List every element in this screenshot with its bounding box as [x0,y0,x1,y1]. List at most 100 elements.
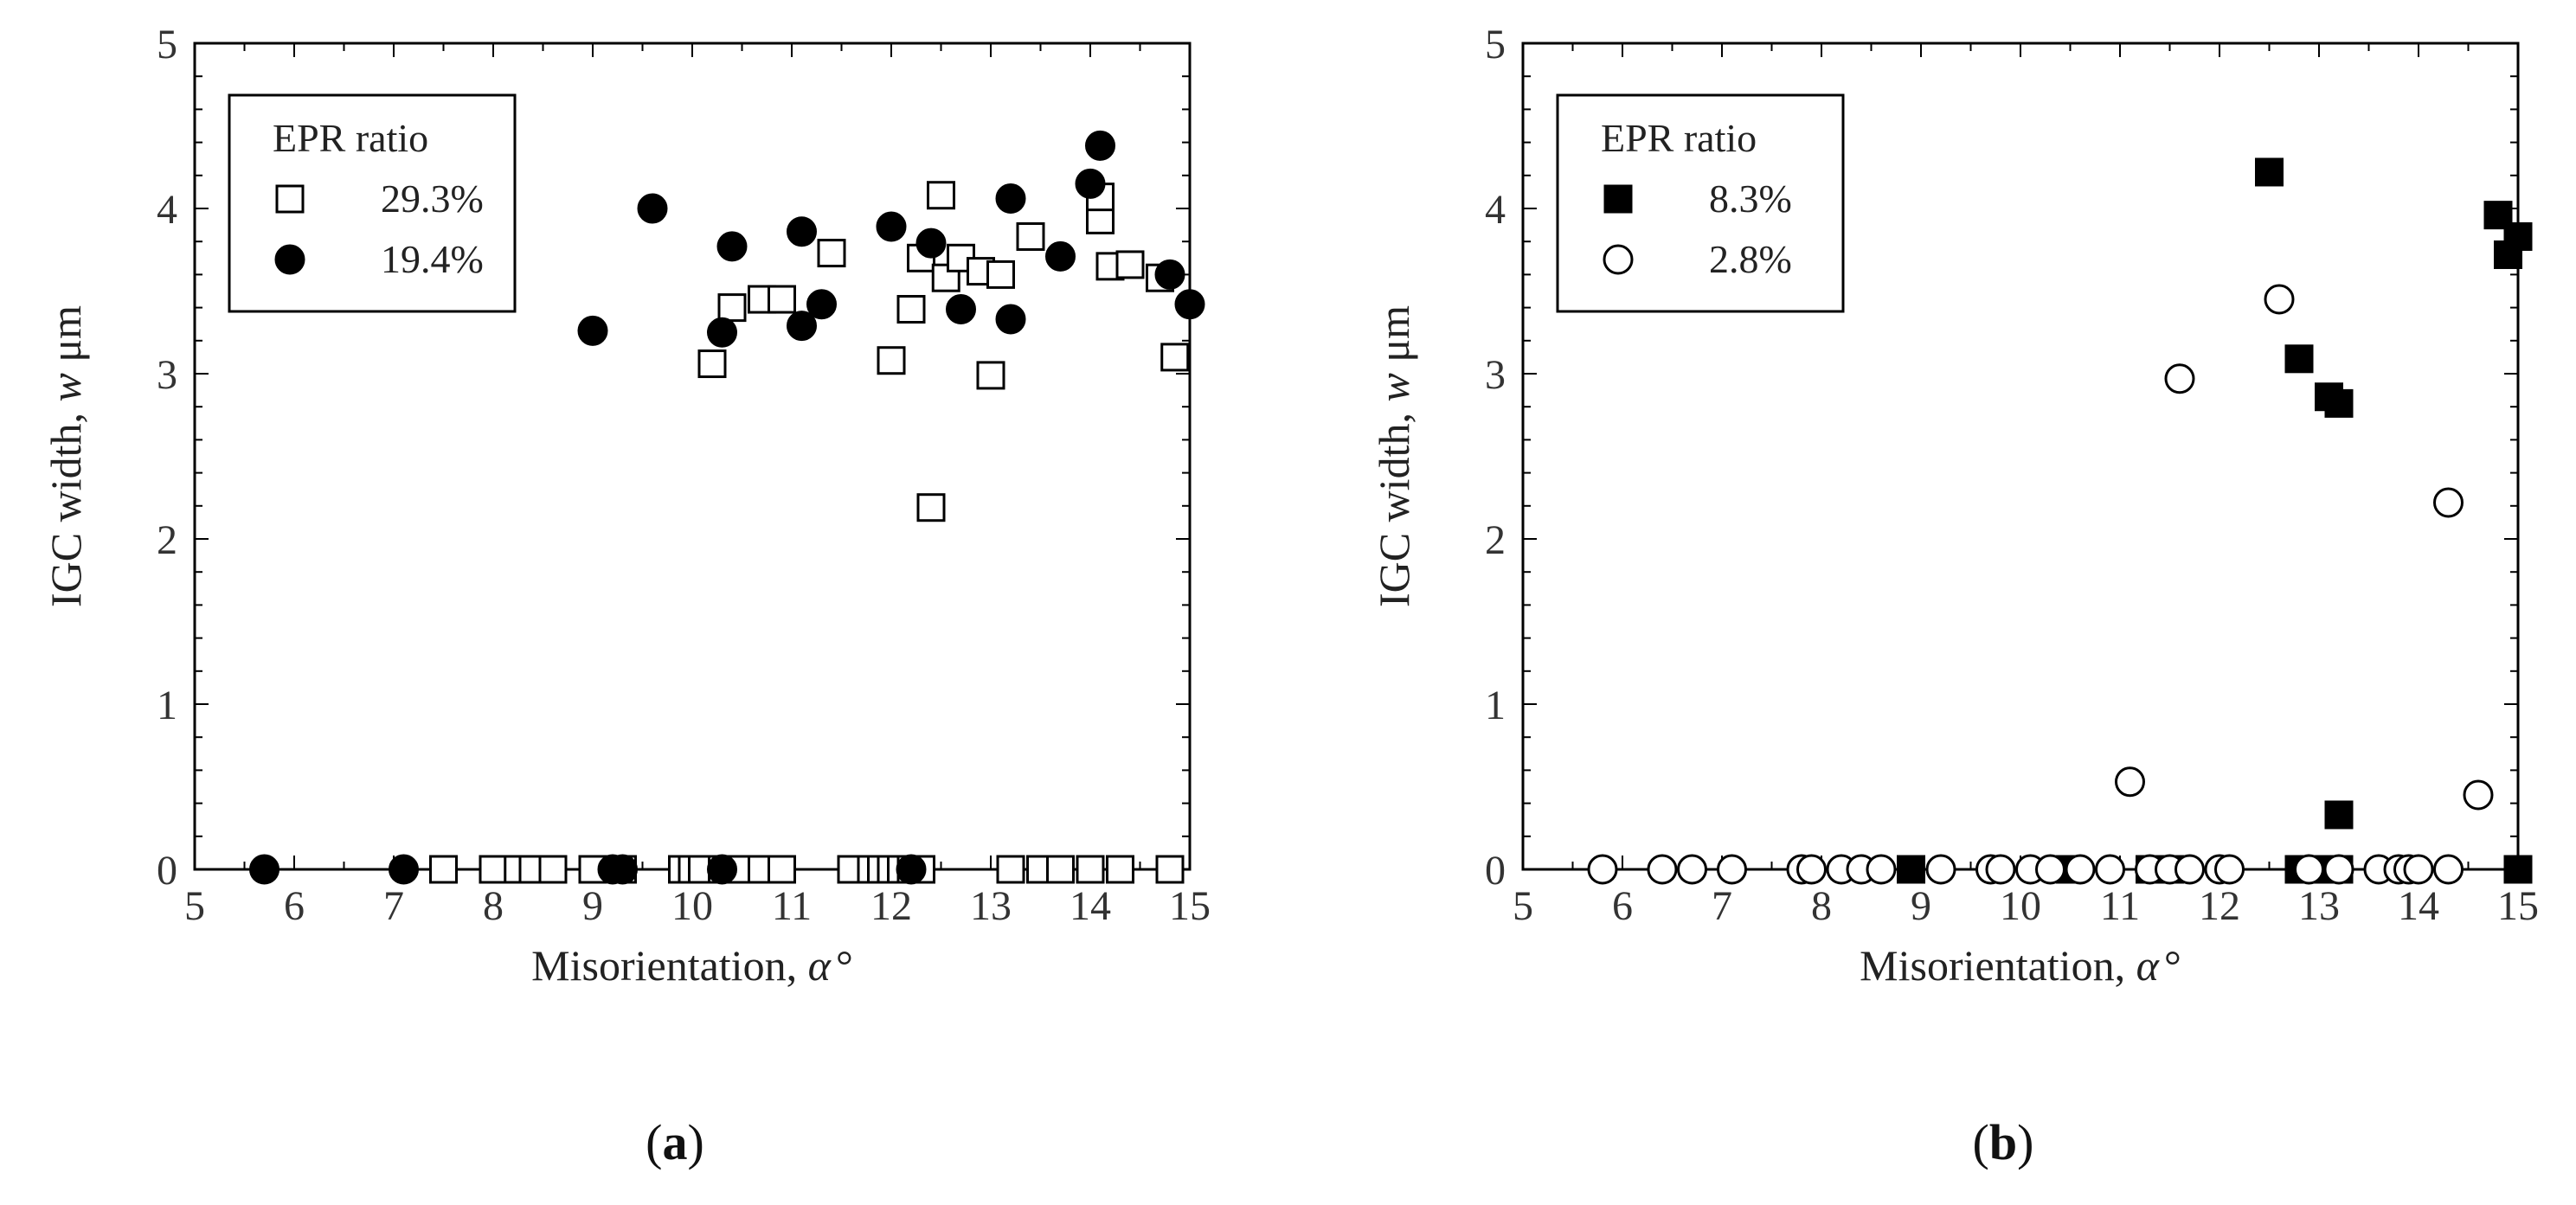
legend: EPR ratio 8.3% 2.8% [1556,93,1845,313]
data-point [2324,388,2354,418]
data-point [1717,854,1747,885]
legend-marker-series-1 [275,184,305,214]
y-tick-label: 4 [157,187,177,233]
data-point [1796,854,1827,885]
x-tick-label: 14 [2398,883,2439,929]
data-point [1925,854,1956,885]
data-point [2503,221,2533,251]
y-tick-label: 3 [157,352,177,398]
data-point [1985,854,2016,885]
y-tick-label: 0 [1485,848,1506,894]
data-point [1016,221,1045,251]
legend-marker [274,244,305,275]
series-1 [429,181,1190,884]
x-tick-label: 11 [772,883,812,929]
x-tick-label: 13 [970,883,1012,929]
y-tick-label: 3 [1485,352,1506,398]
legend-title: EPR ratio [273,116,428,160]
data-point [1155,855,1185,884]
y-tick-label: 2 [157,517,177,563]
data-point [986,260,1015,289]
panel-label-letter: b [1989,1114,2017,1170]
data-point [607,854,638,885]
data-points [249,130,1205,885]
legend-label-series-1: 8.3% [1709,176,1792,221]
data-point [876,211,907,242]
series-2 [1587,284,2494,885]
y-tick-label: 1 [157,683,177,728]
panel-label: (a) [646,1114,704,1170]
x-tick-label: 7 [1712,883,1732,929]
data-point [577,315,608,346]
x-tick-label: 14 [1070,883,1111,929]
y-axis-title-prefix: IGC width, [42,402,90,608]
y-tick-label: 0 [157,848,177,894]
y-tick-label: 4 [1485,187,1506,233]
x-tick-label: 6 [284,883,305,929]
x-tick-label: 8 [483,883,504,929]
data-point [2503,855,2533,884]
y-tick-label: 2 [1485,517,1506,563]
y-axis-ticks: 0 1 2 3 4 5 [1485,22,2518,894]
x-tick-label: 12 [2199,883,2240,929]
x-tick-label: 10 [671,883,713,929]
x-axis-title-symbol: α [808,941,832,990]
data-point [538,855,568,884]
x-tick-label: 5 [1513,883,1533,929]
legend-box [228,93,517,313]
data-point [707,317,737,348]
data-point [1587,854,1618,885]
data-points [1587,157,2533,885]
x-axis-ticks: 5 6 7 8 9 10 11 12 13 14 15 [184,43,1211,929]
data-point [1897,855,1925,884]
data-point [2433,854,2464,885]
legend-label-series-1: 29.3% [381,176,484,221]
data-point [787,311,817,342]
data-point [806,289,837,320]
x-tick-label: 11 [2100,883,2140,929]
data-point [2284,344,2314,374]
data-point [717,293,747,323]
panel-label: (b) [1973,1114,2034,1170]
data-point [2255,157,2284,187]
data-point [707,854,737,885]
y-axis-title-symbol: w [42,373,90,401]
legend-marker [275,184,305,214]
data-point [931,263,960,292]
data-point [1106,855,1134,884]
y-axis-title: IGC width, w μm [42,305,90,607]
y-axis-title-suffix: μm [1370,305,1418,373]
data-point [927,181,955,210]
x-tick-label: 8 [1811,883,1832,929]
data-point [637,193,668,224]
legend-title: EPR ratio [1601,116,1757,160]
x-tick-label: 9 [1911,883,1931,929]
legend-marker-series-2 [1603,244,1634,275]
x-axis-ticks: 5 6 7 8 9 10 11 12 13 14 15 [1513,43,2539,929]
legend: EPR ratio 29.3% 19.4% [228,93,517,313]
data-point [389,854,419,885]
data-point [2323,854,2354,885]
data-point [946,294,976,325]
data-point [1085,130,1115,161]
data-point [995,183,1026,215]
data-point [976,361,1005,390]
series-2 [249,130,1205,885]
legend-label-series-2: 19.4% [381,237,484,281]
data-point [2294,854,2324,885]
data-point [1115,250,1145,279]
data-point [2115,766,2145,798]
x-axis-title-suffix: ° [2164,941,2181,990]
data-point [768,855,796,884]
y-axis-title-prefix: IGC width, [1370,402,1418,608]
y-axis-title-symbol: w [1370,373,1418,401]
data-point [2175,854,2205,885]
data-point [1174,289,1205,320]
x-axis-title: Misorientation, α ° [531,941,853,990]
series-1 [1897,157,2533,884]
x-tick-label: 12 [870,883,912,929]
data-point [1086,205,1115,234]
